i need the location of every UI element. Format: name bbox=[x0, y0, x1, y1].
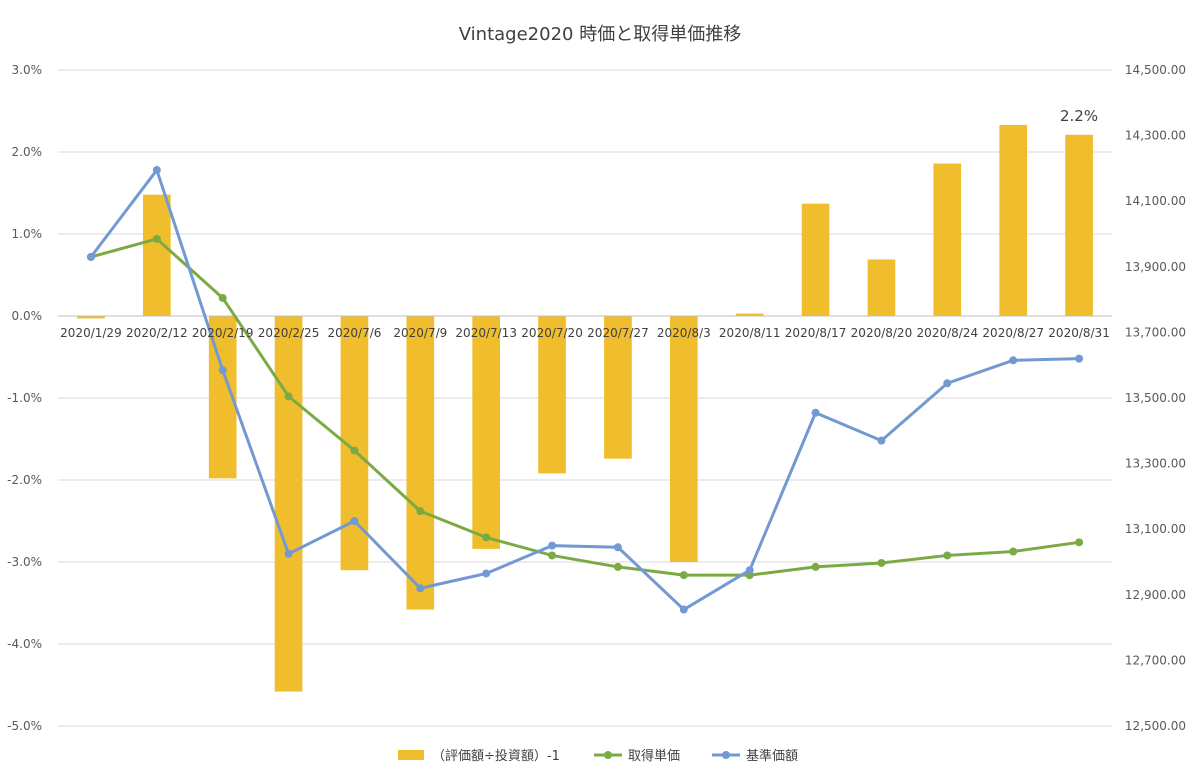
data-point bbox=[613, 562, 622, 571]
legend-label: 取得単価 bbox=[628, 748, 680, 764]
left-axis-tick-label: 2.0% bbox=[12, 145, 43, 159]
right-axis-tick-label: 13,900.00 bbox=[1125, 260, 1186, 274]
right-axis-tick-label: 12,700.00 bbox=[1125, 653, 1186, 667]
data-point bbox=[482, 533, 491, 542]
legend-marker bbox=[604, 751, 612, 759]
left-axis-tick-label: -1.0% bbox=[7, 391, 42, 405]
data-label: 2.2% bbox=[1060, 107, 1098, 125]
data-point bbox=[811, 408, 820, 417]
right-axis-tick-label: 13,300.00 bbox=[1125, 457, 1186, 471]
data-point bbox=[350, 517, 359, 525]
data-point bbox=[152, 166, 161, 175]
bar bbox=[604, 316, 632, 459]
category-label: 2020/2/19 bbox=[192, 326, 254, 340]
category-label: 2020/2/25 bbox=[258, 326, 320, 340]
legend-swatch bbox=[398, 750, 424, 760]
data-point bbox=[1009, 547, 1018, 556]
data-point bbox=[284, 549, 293, 558]
category-label: 2020/8/24 bbox=[917, 326, 979, 340]
category-label: 2020/1/29 bbox=[60, 326, 122, 340]
data-point bbox=[548, 541, 557, 550]
bar bbox=[142, 194, 171, 316]
category-label: 2020/8/31 bbox=[1048, 326, 1110, 340]
data-point bbox=[284, 392, 293, 401]
data-point bbox=[482, 569, 491, 578]
data-point bbox=[416, 507, 425, 516]
left-axis-tick-label: 1.0% bbox=[12, 227, 43, 241]
data-point bbox=[86, 252, 95, 261]
left-axis-tick-label: -3.0% bbox=[7, 555, 42, 569]
right-axis-tick-label: 12,900.00 bbox=[1125, 588, 1186, 602]
bar bbox=[274, 316, 303, 692]
data-point bbox=[613, 543, 622, 552]
data-point bbox=[152, 234, 161, 243]
right-axis-tick-label: 13,700.00 bbox=[1125, 325, 1186, 339]
left-axis-tick-label: -2.0% bbox=[7, 473, 42, 487]
right-axis-tick-label: 14,500.00 bbox=[1125, 63, 1186, 77]
bar bbox=[538, 316, 566, 474]
data-point bbox=[745, 566, 754, 575]
data-point bbox=[1075, 538, 1084, 547]
right-axis-tick-label: 13,100.00 bbox=[1125, 522, 1186, 536]
category-label: 2020/2/12 bbox=[126, 326, 188, 340]
right-axis-tick-label: 12,500.00 bbox=[1125, 719, 1186, 733]
data-point bbox=[679, 571, 688, 580]
category-label: 2020/8/3 bbox=[657, 326, 711, 340]
right-axis-tick-label: 13,500.00 bbox=[1125, 391, 1186, 405]
category-label: 2020/8/11 bbox=[719, 326, 781, 340]
legend-label: （評価額÷投資額）-1 bbox=[432, 748, 560, 764]
legend: （評価額÷投資額）-1 取得単価 基準価額 bbox=[398, 748, 798, 764]
category-label: 2020/7/9 bbox=[393, 326, 447, 340]
left-axis-tick-label: 3.0% bbox=[12, 63, 43, 77]
category-label: 2020/8/27 bbox=[982, 326, 1044, 340]
data-point bbox=[943, 379, 952, 388]
bar bbox=[669, 316, 698, 562]
data-point bbox=[350, 446, 359, 455]
category-label: 2020/7/27 bbox=[587, 326, 649, 340]
data-point bbox=[877, 436, 886, 445]
bar bbox=[999, 124, 1028, 316]
data-point bbox=[943, 551, 952, 560]
legend-marker bbox=[722, 751, 730, 759]
legend-label: 基準価額 bbox=[746, 748, 798, 764]
category-label: 2020/7/13 bbox=[455, 326, 517, 340]
bar bbox=[735, 313, 764, 316]
chart-title: Vintage2020 時価と取得単価推移 bbox=[459, 24, 741, 45]
data-point bbox=[218, 293, 227, 302]
data-point bbox=[1009, 356, 1018, 365]
series-line bbox=[89, 237, 1081, 577]
category-label: 2020/7/20 bbox=[521, 326, 583, 340]
data-point bbox=[1075, 354, 1084, 363]
series-line bbox=[89, 168, 1081, 612]
right-axis-tick-label: 14,300.00 bbox=[1125, 129, 1186, 143]
data-point bbox=[877, 558, 886, 567]
bar bbox=[472, 316, 501, 549]
data-point bbox=[218, 366, 227, 375]
left-axis-tick-label: -4.0% bbox=[7, 637, 42, 651]
data-point bbox=[548, 551, 557, 560]
data-point bbox=[811, 562, 820, 571]
left-axis-tick-label: -5.0% bbox=[7, 719, 42, 733]
category-label: 2020/7/6 bbox=[327, 326, 381, 340]
right-axis-tick-label: 14,100.00 bbox=[1125, 194, 1186, 208]
bar bbox=[77, 316, 105, 319]
data-point bbox=[679, 605, 688, 614]
category-label: 2020/8/20 bbox=[851, 326, 913, 340]
bar bbox=[1065, 134, 1093, 316]
bar bbox=[406, 316, 435, 610]
bar bbox=[801, 203, 830, 316]
data-point bbox=[416, 584, 425, 593]
left-axis-tick-label: 0.0% bbox=[12, 309, 43, 323]
category-label: 2020/8/17 bbox=[785, 326, 847, 340]
bar bbox=[933, 163, 962, 316]
bar bbox=[867, 259, 896, 316]
